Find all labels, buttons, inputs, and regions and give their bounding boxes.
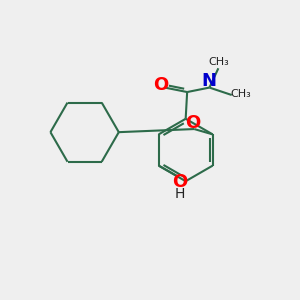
- Text: O: O: [172, 173, 187, 191]
- Text: O: O: [153, 76, 169, 94]
- Text: CH₃: CH₃: [208, 57, 229, 67]
- Text: CH₃: CH₃: [230, 89, 251, 99]
- Text: H: H: [174, 187, 184, 201]
- Text: O: O: [185, 113, 200, 131]
- Text: N: N: [201, 72, 216, 90]
